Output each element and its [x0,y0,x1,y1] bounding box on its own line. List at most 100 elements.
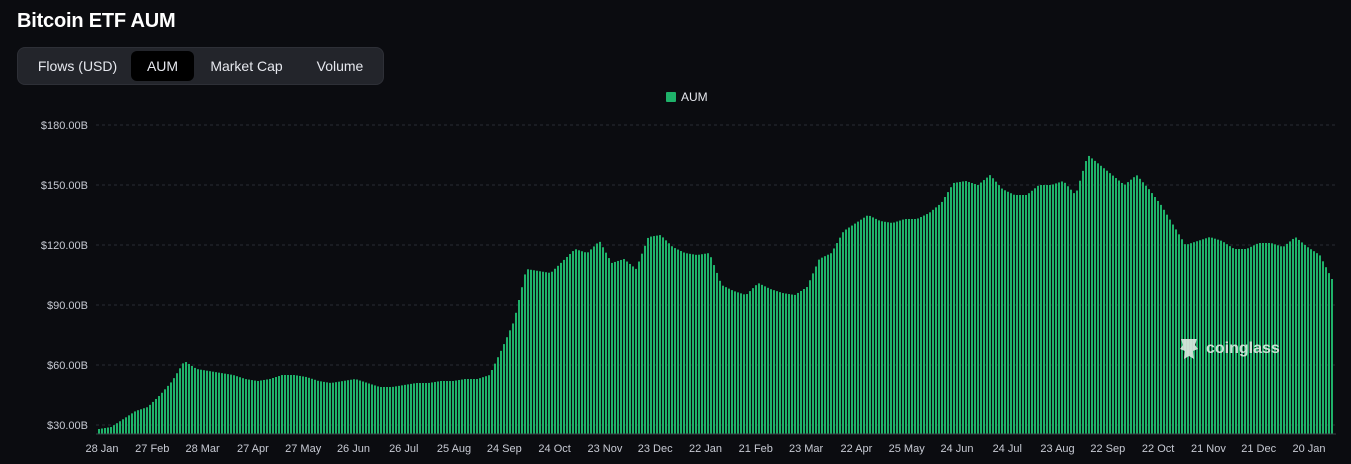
aum-bar[interactable] [1067,186,1069,434]
aum-bar[interactable] [593,246,595,434]
aum-bar[interactable] [1319,255,1321,434]
aum-bar[interactable] [512,323,514,434]
aum-bar[interactable] [1190,243,1192,434]
aum-bar[interactable] [911,219,913,434]
aum-bar[interactable] [158,396,160,434]
aum-bar[interactable] [830,253,832,434]
aum-bar[interactable] [473,379,475,434]
aum-bar[interactable] [1331,279,1333,434]
aum-bar[interactable] [857,221,859,434]
aum-bar[interactable] [656,235,658,434]
aum-bar[interactable] [1076,190,1078,434]
aum-bar[interactable] [1052,184,1054,434]
aum-bar[interactable] [338,381,340,434]
aum-bar[interactable] [626,261,628,434]
aum-bar[interactable] [170,382,172,434]
aum-bar[interactable] [146,407,148,434]
aum-bar[interactable] [326,382,328,434]
aum-bar[interactable] [1205,238,1207,434]
aum-bar[interactable] [872,217,874,434]
aum-bar[interactable] [383,387,385,434]
aum-bar[interactable] [1244,249,1246,434]
aum-bar[interactable] [1148,189,1150,434]
aum-bar[interactable] [881,221,883,434]
aum-bar[interactable] [449,381,451,434]
aum-bar[interactable] [413,383,415,434]
aum-bar[interactable] [437,381,439,434]
aum-bar[interactable] [1046,185,1048,434]
aum-bar[interactable] [875,218,877,434]
aum-bar[interactable] [1145,185,1147,434]
aum-bar[interactable] [1019,195,1021,434]
aum-bar[interactable] [410,383,412,434]
aum-bar[interactable] [1106,170,1108,435]
aum-bar[interactable] [299,375,301,434]
aum-bar[interactable] [968,182,970,434]
aum-bar[interactable] [308,377,310,434]
aum-bar[interactable] [1121,182,1123,434]
aum-bar[interactable] [1259,243,1261,434]
aum-bar[interactable] [1088,155,1090,434]
aum-bar[interactable] [113,425,115,434]
aum-bar[interactable] [1124,184,1126,434]
aum-bar[interactable] [1085,161,1087,434]
aum-bar[interactable] [1169,219,1171,434]
aum-bar[interactable] [206,370,208,434]
aum-bar[interactable] [713,265,715,434]
aum-bar[interactable] [776,291,778,434]
aum-bar[interactable] [1226,244,1228,434]
aum-bar[interactable] [1199,240,1201,434]
aum-bar[interactable] [1103,168,1105,434]
aum-bar[interactable] [1154,197,1156,434]
aum-bar[interactable] [803,289,805,434]
aum-bar[interactable] [134,411,136,434]
aum-bar[interactable] [200,369,202,434]
aum-bar[interactable] [1040,185,1042,434]
aum-bar[interactable] [1193,242,1195,434]
aum-bar[interactable] [197,369,199,434]
aum-bar[interactable] [683,252,685,434]
aum-bar[interactable] [431,382,433,434]
aum-bar[interactable] [377,386,379,434]
aum-bar[interactable] [752,288,754,434]
aum-bar[interactable] [851,225,853,434]
aum-bar[interactable] [839,237,841,434]
aum-bar[interactable] [293,375,295,434]
aum-bar[interactable] [641,253,643,434]
aum-bar[interactable] [395,386,397,434]
aum-bar[interactable] [659,235,661,434]
aum-bar[interactable] [341,381,343,434]
aum-bar[interactable] [899,220,901,434]
aum-bar[interactable] [1238,249,1240,434]
aum-bar[interactable] [638,261,640,434]
aum-bar[interactable] [485,376,487,434]
aum-bar[interactable] [1070,189,1072,434]
aum-bar[interactable] [1127,182,1129,434]
aum-bar[interactable] [221,373,223,434]
aum-bar[interactable] [1310,249,1312,434]
aum-bar[interactable] [1034,188,1036,434]
aum-bar[interactable] [986,177,988,435]
aum-bar[interactable] [479,378,481,434]
aum-bar[interactable] [179,368,181,434]
aum-bar[interactable] [1265,243,1267,434]
aum-bar[interactable] [236,376,238,434]
aum-bar[interactable] [1058,182,1060,434]
aum-bar[interactable] [245,379,247,434]
aum-bar[interactable] [1172,224,1174,434]
aum-bar[interactable] [746,294,748,434]
aum-bar[interactable] [416,383,418,434]
aum-bar[interactable] [443,381,445,434]
aum-bar[interactable] [833,248,835,434]
aum-bar[interactable] [680,251,682,434]
aum-bar[interactable] [533,270,535,434]
aum-bar[interactable] [623,259,625,434]
aum-bar[interactable] [1280,246,1282,434]
aum-bar[interactable] [824,256,826,434]
aum-bar[interactable] [167,385,169,434]
aum-bar[interactable] [1136,175,1138,434]
aum-bar[interactable] [344,380,346,434]
aum-bar[interactable] [356,379,358,434]
aum-bar[interactable] [773,290,775,434]
aum-bar[interactable] [611,262,613,434]
